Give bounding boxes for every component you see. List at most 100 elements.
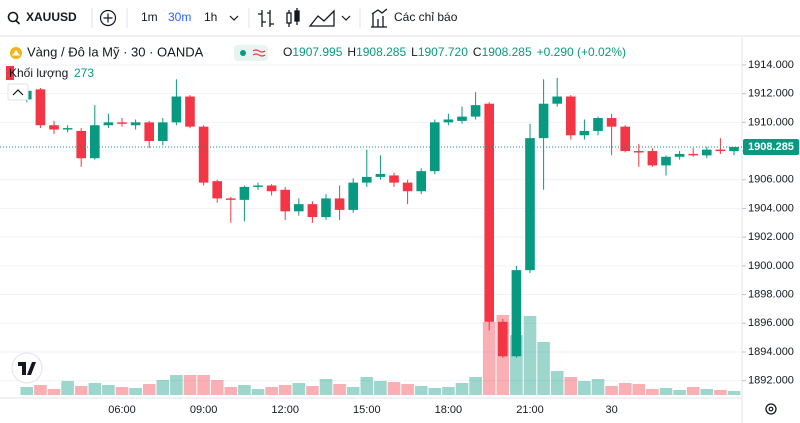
candles-icon-wicks (288, 8, 298, 27)
volume-bar (142, 384, 156, 395)
volume-bar (455, 383, 469, 395)
x-tick-label: 12:00 (271, 404, 299, 416)
y-tick-label: 1904.000 (748, 202, 794, 214)
tv-logo-bg (11, 352, 43, 384)
interval-30m[interactable]: 30m (168, 10, 191, 24)
area-icon[interactable] (308, 9, 335, 27)
volume-bar (523, 316, 537, 395)
symbol-logo-mark (12, 50, 20, 56)
volume-bar (700, 389, 714, 395)
candle-body (674, 153, 685, 157)
ohlc-value: 1908.285 (482, 45, 532, 59)
volume-bar (360, 377, 374, 395)
interval-1m[interactable]: 1m (141, 10, 158, 24)
volume-bar (632, 384, 646, 395)
candle-body (443, 119, 454, 123)
volume-bar (469, 377, 482, 395)
search-icon[interactable] (7, 11, 19, 23)
tv-logo (11, 352, 43, 384)
volume-bar (292, 383, 306, 395)
ohlc-value: 1907.720 (418, 45, 468, 59)
candle-body (470, 105, 481, 117)
settings[interactable] (765, 403, 777, 415)
indicators-icon[interactable] (371, 8, 388, 28)
axes: 1892.000 1894.000 1896.000 1898.000 1900.000… (0, 59, 799, 416)
market-open-dot (240, 50, 246, 56)
candle-body (457, 116, 467, 121)
volume-bar (333, 384, 346, 395)
search-icon-handle (15, 19, 21, 25)
candles-icon-2 (294, 10, 300, 22)
volume-bar (374, 381, 387, 395)
volume-bar (578, 381, 591, 395)
candle-body (103, 122, 114, 126)
tv-logo-mark (18, 362, 36, 375)
chart-type-menu[interactable] (341, 15, 351, 21)
candle-body (552, 96, 562, 104)
candle-body (375, 174, 386, 177)
symbol[interactable]: XAUUSD (26, 10, 77, 24)
indicators-button[interactable]: Các chỉ báo (394, 10, 458, 24)
volume-bar (618, 383, 632, 395)
volume-bar (74, 386, 88, 395)
interval-1h[interactable]: 1h (204, 10, 217, 24)
volume-title: Khối lượng (9, 66, 68, 80)
candle-body (185, 96, 195, 127)
volume-bar (156, 380, 170, 395)
delayed-icon (252, 49, 266, 57)
y-tick-label: 1912.000 (748, 88, 794, 100)
candle-body (362, 176, 372, 183)
volume-bar (346, 387, 360, 395)
volume-bar (550, 371, 564, 395)
toolbar: XAUUSD 1m 30m 1h Các chỉ báo (0, 0, 800, 37)
volume-legend-color (6, 66, 14, 80)
candle-body (130, 122, 141, 126)
ohlc-key: L (411, 45, 418, 59)
y-tick-label: 1900.000 (748, 260, 794, 272)
candle-body (171, 96, 182, 123)
volume-bar (34, 385, 47, 395)
settings-icon-center (768, 406, 774, 412)
candle-body (226, 198, 236, 200)
collapse-button[interactable] (7, 83, 29, 101)
interval-menu[interactable] (229, 15, 239, 21)
candle-body (606, 118, 617, 127)
volume-bar (646, 389, 659, 395)
volume-bar (401, 384, 414, 395)
candle-body (538, 103, 549, 139)
volume-bar (129, 388, 142, 395)
ohlc-value: 1908.285 (356, 45, 406, 59)
volume-bar (414, 386, 428, 395)
candle-body (402, 182, 413, 192)
ohlc-legend: O1907.995 H1908.285 L1907.720 C1908.285 +0.2… (283, 45, 626, 59)
y-tick-label: 1906.000 (748, 174, 794, 186)
volume-bar (727, 390, 741, 395)
price-label-bg (743, 138, 799, 155)
candle-body (579, 130, 590, 136)
bars-icon[interactable] (258, 10, 274, 27)
x-tick-label: 06:00 (108, 404, 136, 416)
candle-body (334, 198, 345, 210)
volume-bar (686, 387, 700, 395)
candle-body (593, 118, 603, 131)
candle-body (484, 103, 494, 322)
compare-button[interactable] (99, 9, 117, 27)
candle-body (620, 126, 630, 152)
volume-bar (88, 383, 102, 395)
volume-bar (47, 389, 61, 395)
y-tick-label: 1894.000 (748, 346, 794, 358)
volume-bar (482, 322, 496, 395)
candle-body (511, 270, 522, 357)
settings-icon[interactable] (765, 403, 777, 415)
volume-bar (387, 382, 401, 395)
candle-body (416, 171, 426, 192)
volume-bar (537, 342, 550, 395)
status-badge (234, 45, 268, 61)
y-tick-label: 1914.000 (748, 59, 794, 71)
candle-body (498, 321, 508, 357)
candle-body (729, 146, 739, 152)
volume-bar (659, 388, 673, 395)
volume-bar (605, 386, 618, 395)
volume-bar (714, 390, 727, 395)
